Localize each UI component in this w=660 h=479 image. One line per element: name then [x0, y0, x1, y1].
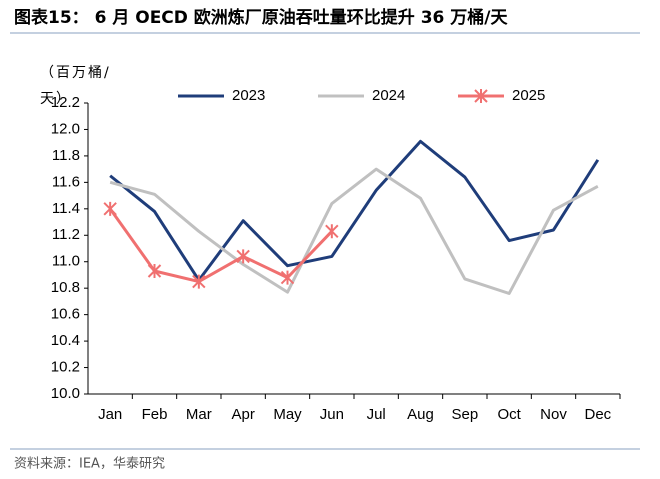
legend-marker	[474, 89, 488, 103]
y-tick-label: 10.2	[51, 359, 80, 376]
y-axis-label: （百万桶/天）	[40, 65, 111, 107]
y-tick-label: 10.8	[51, 279, 80, 296]
x-tick-label: Jan	[98, 406, 122, 423]
x-tick-label: Apr	[231, 406, 254, 423]
marker	[192, 274, 206, 289]
x-tick-label: Feb	[142, 406, 168, 423]
marker	[280, 270, 295, 285]
y-tick-label: 10.6	[51, 306, 80, 323]
marker	[103, 201, 117, 216]
y-tick-label: 11.8	[52, 147, 80, 164]
y-tick-label: 10.0	[51, 385, 80, 402]
y-tick-label: 11.0	[52, 253, 80, 270]
marker	[236, 249, 250, 264]
legend-label: 2025	[512, 87, 545, 104]
series-line	[109, 139, 600, 282]
y-tick-label: 11.6	[52, 173, 80, 190]
x-tick-label: Nov	[540, 406, 567, 423]
x-tick-label: Dec	[584, 406, 611, 423]
x-tick-label: Sep	[451, 406, 478, 423]
y-tick-label: 12.2	[51, 94, 80, 111]
marker	[147, 263, 162, 278]
y-tick-label: 12.0	[51, 120, 80, 137]
series-line	[109, 167, 599, 295]
x-tick-label: Jul	[367, 406, 386, 423]
x-tick-label: Aug	[407, 406, 434, 423]
x-tick-label: May	[273, 406, 302, 423]
source: 资料来源：IEA，华泰研究	[14, 457, 165, 472]
x-tick-label: Mar	[186, 406, 212, 423]
y-tick-label: 10.4	[51, 332, 80, 349]
chart-title: 图表15： 6 月 OECD 欧洲炼厂原油吞吐量环比提升 36 万桶/天	[14, 7, 509, 28]
marker	[325, 224, 339, 239]
x-tick-label: Oct	[497, 406, 521, 423]
series-line	[108, 207, 333, 284]
x-tick-label: Jun	[320, 406, 344, 423]
y-tick-label: 11.4	[52, 200, 80, 217]
legend-label: 2023	[232, 87, 265, 104]
legend-label: 2024	[372, 87, 405, 104]
y-tick-label: 11.2	[52, 226, 80, 243]
